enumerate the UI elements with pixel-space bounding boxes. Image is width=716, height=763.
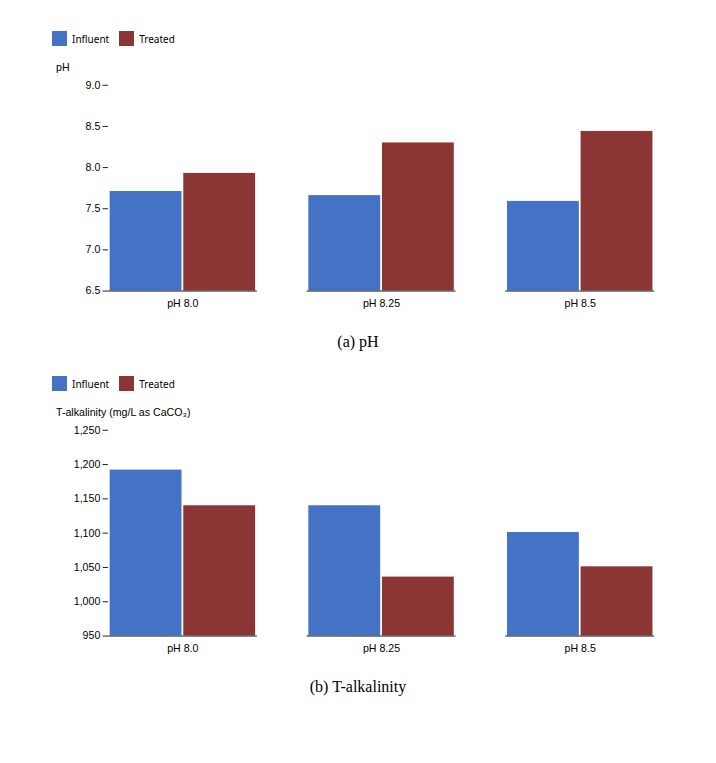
svg-text:7.0: 7.0 [86, 243, 101, 255]
svg-text:1,150: 1,150 [74, 492, 101, 504]
html-text:(b) T-alkalinity: (b) T-alkalinity [309, 678, 407, 696]
svg-text:pH 8.25: pH 8.25 [363, 297, 400, 309]
svg-text:1,050: 1,050 [74, 561, 101, 573]
html-text:Influent: Influent [72, 376, 110, 391]
html-text:Treated: Treated [139, 31, 175, 46]
html-text:Influent: Influent [72, 31, 110, 46]
svg-text:T-alkalinity (mg/L as CaCO₃): T-alkalinity (mg/L as CaCO₃) [56, 406, 190, 418]
svg-text:9.0: 9.0 [86, 79, 101, 91]
svg-text:pH 8.0: pH 8.0 [167, 297, 198, 309]
svg-text:pH 8.25: pH 8.25 [363, 642, 400, 654]
svg-text:8.5: 8.5 [86, 120, 101, 132]
svg-text:1,100: 1,100 [74, 527, 101, 539]
html-text:(a) pH: (a) pH [337, 333, 379, 351]
svg-text:pH 8.0: pH 8.0 [167, 642, 198, 654]
svg-text:pH 8.5: pH 8.5 [565, 297, 596, 309]
html-text:Treated: Treated [139, 376, 175, 391]
svg-text:6.5: 6.5 [86, 284, 101, 296]
svg-text:1,250: 1,250 [74, 424, 101, 436]
svg-text:1,000: 1,000 [74, 595, 101, 607]
svg-text:1,200: 1,200 [74, 458, 101, 470]
svg-text:pH: pH [56, 61, 70, 73]
svg-text:7.5: 7.5 [86, 202, 101, 214]
svg-text:8.0: 8.0 [86, 161, 101, 173]
svg-text:pH 8.5: pH 8.5 [565, 642, 596, 654]
svg-text:950: 950 [83, 630, 101, 642]
